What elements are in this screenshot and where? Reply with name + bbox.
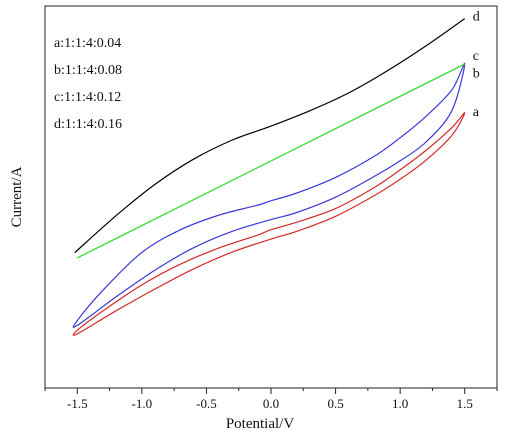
x-tick-label: -1.5 (67, 396, 88, 411)
series-label-d: d (473, 10, 480, 25)
x-tick-label: 1.0 (392, 396, 408, 411)
legend-entry-c: c:1:1:4:0.12 (54, 90, 121, 105)
x-tick-label: 0.5 (327, 396, 343, 411)
x-axis-ticks: -1.5 -1.0 -0.5 0.0 0.5 1.0 1.5 (44, 388, 498, 411)
curves-layer (72, 18, 466, 336)
series-curve-d (74, 18, 466, 254)
curve-labels-layer: a bc d (473, 10, 480, 120)
legend-entry-a: a:1:1:4:0.04 (54, 36, 121, 51)
series-label-a: a (473, 105, 480, 120)
legend-entry-d: d:1:1:4:0.16 (54, 117, 122, 132)
x-tick-label: 0.0 (263, 396, 279, 411)
x-tick-label: -1.0 (132, 396, 153, 411)
x-tick-label: -0.5 (196, 396, 217, 411)
series-curve-b (72, 62, 466, 328)
series-label-c: c (473, 49, 479, 64)
legend-entry-b: b:1:1:4:0.08 (54, 63, 122, 78)
x-tick-label: 1.5 (457, 396, 473, 411)
series-curve-c (77, 63, 465, 259)
series-curve-a (72, 112, 466, 336)
x-axis-title: Potential/V (226, 416, 294, 432)
series-label-b: b (473, 67, 480, 82)
legend: a:1:1:4:0.04 b:1:1:4:0.08 c:1:1:4:0.12 d… (54, 36, 122, 132)
y-axis-title: Current/A (9, 166, 25, 227)
